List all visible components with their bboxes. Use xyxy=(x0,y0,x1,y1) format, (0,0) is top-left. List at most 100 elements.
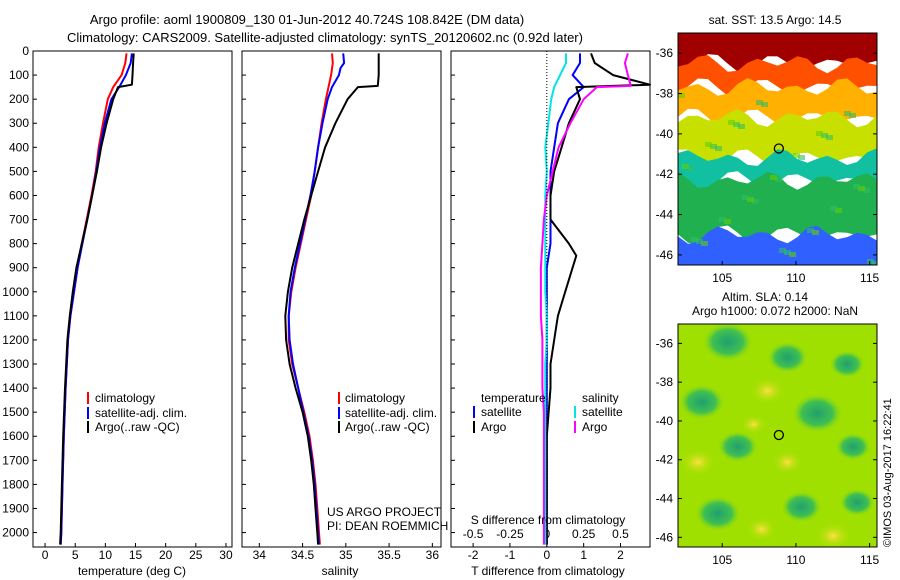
x-tick-label: 5 xyxy=(72,548,79,562)
legend-sat-label: satellite-adj. clim. xyxy=(95,406,187,420)
sla-blob xyxy=(766,341,809,374)
temperature-xlabel: temperature (deg C) xyxy=(78,564,186,578)
sst-speck xyxy=(742,195,749,200)
sst-band xyxy=(678,171,877,244)
sst-speck xyxy=(770,175,777,180)
sst-speck xyxy=(775,177,782,182)
difference-t-xlabel: T difference from climatology xyxy=(471,564,625,578)
y-tick-label: 300 xyxy=(9,116,29,130)
x-tick-label: 34.5 xyxy=(291,548,315,562)
sla-blob xyxy=(716,430,759,463)
sla-map-subtitle: Argo h1000: 0.072 h2000: NaN xyxy=(692,304,858,318)
map-x-tick-label: 110 xyxy=(786,553,805,567)
map-x-tick-label: 115 xyxy=(860,553,879,567)
map-y-tick-label: -42 xyxy=(656,453,674,467)
sst-speck xyxy=(747,197,754,202)
sst-speck xyxy=(752,199,759,204)
sla-blob xyxy=(815,521,852,547)
sla-blob xyxy=(791,393,844,434)
y-tick-label: 100 xyxy=(9,68,29,82)
sla-map-frame xyxy=(677,323,878,548)
x-tick-label: 10 xyxy=(99,548,113,562)
legend-t-argo-label: Argo xyxy=(481,420,507,434)
figure-title-line2: Climatology: CARS2009. Satellite-adjuste… xyxy=(67,30,583,45)
figure-title-line1: Argo profile: aoml 1900809_130 01-Jun-20… xyxy=(90,12,524,27)
sst-speck xyxy=(844,111,851,116)
sst-speck xyxy=(816,131,823,136)
sst-speck xyxy=(724,219,731,224)
map-y-tick-label: -36 xyxy=(656,46,674,60)
map-axis-ticks: -36 -38 -40 -42 -44 -46 105 110 115 -36 -38 -40 -42 -… xyxy=(656,46,880,567)
y-tick-label: 900 xyxy=(9,261,29,275)
sst-speck xyxy=(705,142,712,147)
x-tick-label: 0 xyxy=(543,548,550,562)
sla-blob xyxy=(780,490,823,523)
sla-blob xyxy=(679,448,717,477)
legend-argo-label: Argo(..raw -QC) xyxy=(345,420,430,434)
x-tick-label: 36 xyxy=(426,548,440,562)
profile-line xyxy=(287,53,334,545)
legend-s-header: salinity xyxy=(582,391,619,405)
sst-speck xyxy=(867,259,874,264)
sla-blob xyxy=(749,376,786,405)
map-y-tick-label: -44 xyxy=(656,208,674,222)
x-tick-label: 35 xyxy=(339,548,353,562)
temperature-panel-frame xyxy=(32,50,233,548)
profile-lines-layer xyxy=(59,53,651,545)
sst-speck xyxy=(798,155,805,160)
sla-map-title: Altim. SLA: 0.14 xyxy=(722,290,808,304)
argo-position-marker xyxy=(773,143,785,154)
y-tick-label: 1300 xyxy=(2,357,29,371)
difference-s-xlabel: S difference from climatology xyxy=(471,513,626,527)
profile-line xyxy=(284,53,380,545)
profile-line xyxy=(545,53,585,545)
map-y-tick-label: -38 xyxy=(656,87,674,101)
map-y-tick-label: -42 xyxy=(656,167,674,181)
sst-speck xyxy=(812,230,819,235)
y-tick-label: 1700 xyxy=(2,453,29,467)
sla-blob xyxy=(701,324,754,362)
y-tick-label: 1000 xyxy=(2,285,29,299)
y-tick-label: 1600 xyxy=(2,429,29,443)
argo-position-marker xyxy=(773,429,785,441)
y-tick-label: 2000 xyxy=(2,526,29,540)
y-tick-label: 1400 xyxy=(2,381,29,395)
sst-map-frame xyxy=(677,32,878,266)
map-y-tick-label: -38 xyxy=(656,375,674,389)
map-y-tick-label: -40 xyxy=(656,127,674,141)
s-tick-label: 0.5 xyxy=(612,527,629,541)
x-tick-label: 30 xyxy=(219,548,233,562)
s-tick-label: -0.25 xyxy=(496,527,524,541)
map-x-tick-label: 105 xyxy=(712,553,732,567)
salinity-panel-frame xyxy=(241,50,442,548)
sst-speck xyxy=(756,100,763,105)
y-tick-label: 700 xyxy=(9,213,29,227)
y-tick-label: 1800 xyxy=(2,477,29,491)
sst-speck xyxy=(701,241,708,246)
y-tick-label: 1900 xyxy=(2,501,29,515)
sst-speck xyxy=(678,93,685,98)
x-tick-label: 0 xyxy=(42,548,49,562)
sst-speck xyxy=(789,252,796,257)
x-tick-label: 34 xyxy=(253,548,267,562)
sst-speck xyxy=(719,217,726,222)
legend-argo-label: Argo(..raw -QC) xyxy=(95,420,180,434)
sst-speck xyxy=(830,206,837,211)
sst-speck xyxy=(682,164,689,169)
profile-line xyxy=(545,53,651,545)
sst-speck xyxy=(715,146,722,151)
sst-speck xyxy=(826,135,833,140)
salinity-xlabel: salinity xyxy=(322,564,359,578)
sla-blob xyxy=(678,384,726,421)
profile-line xyxy=(59,53,135,545)
legend-s-sat-label: satellite xyxy=(582,405,623,419)
sst-map-title: sat. SST: 13.5 Argo: 14.5 xyxy=(709,13,842,27)
x-tick-label: 35.5 xyxy=(377,548,401,562)
x-tick-label: 25 xyxy=(189,548,203,562)
imos-stamp: ©IMOS 03-Aug-2017 16:22:41 xyxy=(882,398,894,547)
sla-blob xyxy=(838,488,876,517)
sst-speck xyxy=(863,188,870,193)
sst-speck xyxy=(733,122,740,127)
map-y-tick-label: -44 xyxy=(656,492,674,506)
y-tick-label: 0 xyxy=(22,44,29,58)
